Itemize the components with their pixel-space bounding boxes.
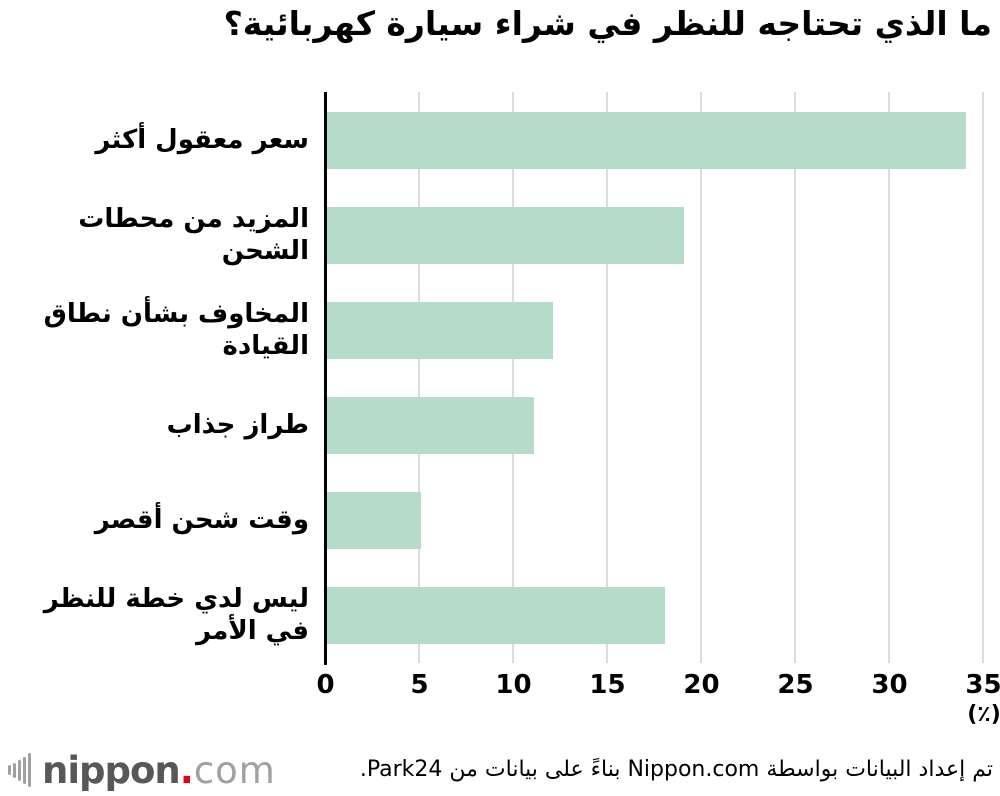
x-axis-unit-label: (٪) xyxy=(967,702,1000,727)
footer: nippon . com تم إعداد البيانات بواسطة Ni… xyxy=(0,744,1000,796)
category-label: ليس لدي خطة للنظر في الأمر xyxy=(43,584,309,646)
bar-row: المزيد من محطات الشحن xyxy=(0,188,1000,283)
category-label: المخاوف بشأن نطاق القيادة xyxy=(43,299,309,361)
bar-row: سعر معقول أكثر xyxy=(0,93,1000,188)
gridline xyxy=(700,92,702,663)
x-tick-label: 35 xyxy=(965,670,1000,700)
bar-row: ليس لدي خطة للنظر في الأمر xyxy=(0,568,1000,663)
bar-row: وقت شحن أقصر xyxy=(0,473,1000,568)
x-tick-label: 30 xyxy=(871,670,908,700)
bar xyxy=(327,207,685,264)
chart-title: ما الذي تحتاجه للنظر في شراء سيارة كهربا… xyxy=(223,4,992,43)
gridline xyxy=(512,92,514,663)
x-tick-label: 20 xyxy=(683,670,720,700)
logo-text-suffix: com xyxy=(193,748,276,792)
gridline xyxy=(794,92,796,663)
gridline xyxy=(418,92,420,663)
gridline xyxy=(888,92,890,663)
x-tick-label: 10 xyxy=(495,670,532,700)
bar xyxy=(327,302,553,359)
category-label: المزيد من محطات الشحن xyxy=(78,204,309,266)
logo-dot: . xyxy=(179,748,194,792)
nippon-fan-icon xyxy=(8,753,33,787)
x-tick-label: 25 xyxy=(777,670,814,700)
bar-row: طراز جذاب xyxy=(0,378,1000,473)
bar xyxy=(327,112,967,169)
bar-row: المخاوف بشأن نطاق القيادة xyxy=(0,283,1000,378)
bar xyxy=(327,492,421,549)
category-label: طراز جذاب xyxy=(166,409,309,440)
x-tick-label: 15 xyxy=(589,670,626,700)
bar xyxy=(327,397,534,454)
x-tick-label: 5 xyxy=(410,670,429,700)
attribution-text: تم إعداد البيانات بواسطة Nippon.com بناء… xyxy=(359,757,993,782)
y-axis-line xyxy=(324,92,327,665)
category-label: وقت شحن أقصر xyxy=(94,504,309,535)
category-label: سعر معقول أكثر xyxy=(95,124,309,155)
gridline xyxy=(606,92,608,663)
logo-text-main: nippon xyxy=(42,748,181,792)
nippon-logo: nippon . com xyxy=(8,746,276,794)
x-tick-label: 0 xyxy=(316,670,335,700)
bar xyxy=(327,587,666,644)
gridline xyxy=(982,92,984,663)
